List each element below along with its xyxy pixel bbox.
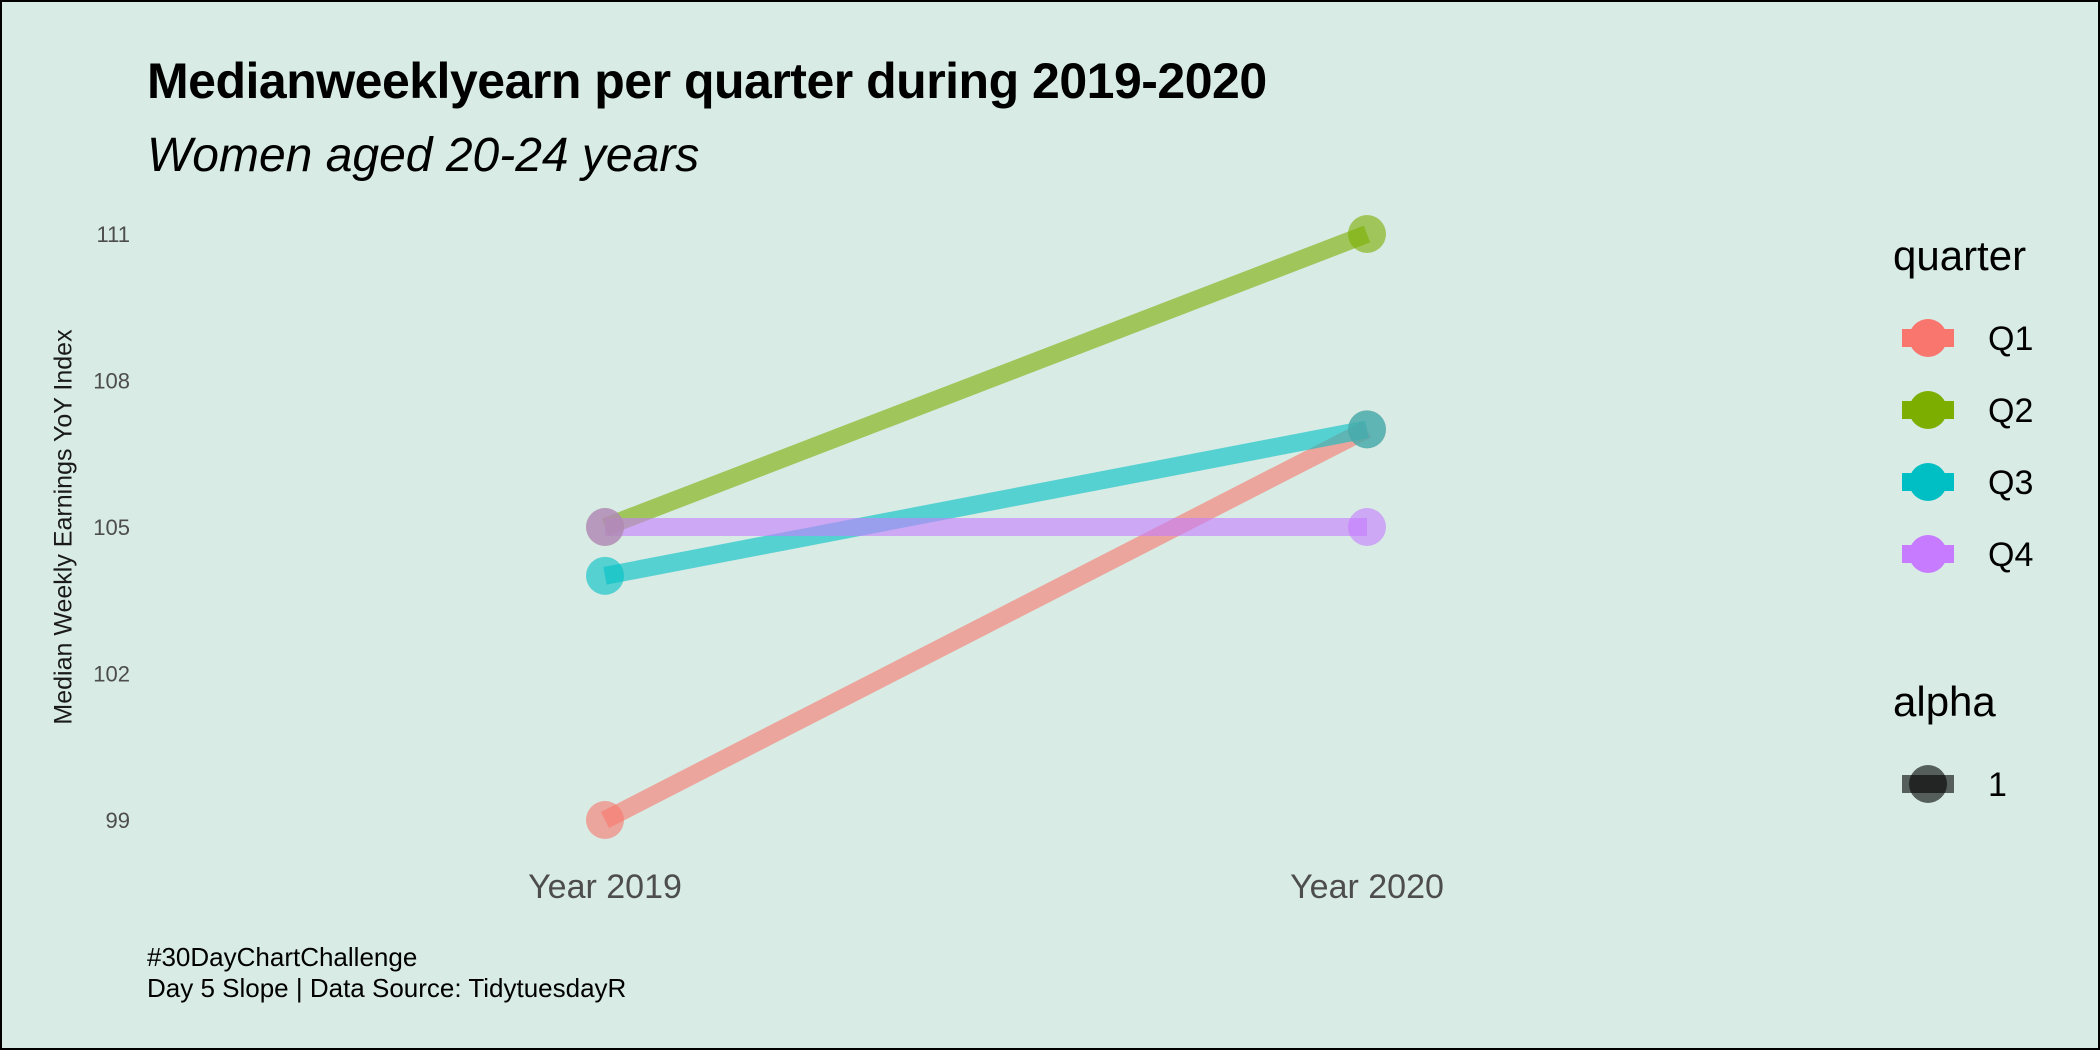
legend-label-alpha: 1 [1988, 766, 2007, 804]
legend-label-q1: Q1 [1988, 320, 2033, 358]
legend-label-q3: Q3 [1988, 464, 2033, 502]
legend-key-point-q4 [1909, 535, 1947, 573]
chart-caption: #30DayChartChallenge Day 5 Slope | Data … [147, 942, 626, 1004]
legend-label-q4: Q4 [1988, 536, 2033, 574]
series-line-q3 [603, 420, 1369, 585]
x-tick-label: Year 2019 [528, 868, 682, 906]
point-q4-1 [586, 508, 624, 546]
series-line-q2 [601, 225, 1371, 536]
point-q4-2 [1348, 508, 1386, 546]
legend-key-point-q1 [1909, 319, 1947, 357]
x-tick-label: Year 2020 [1290, 868, 1444, 906]
legend-title-alpha: alpha [1893, 678, 1996, 725]
legend-key-point-q2 [1909, 391, 1947, 429]
chart-title: Medianweeklyearn per quarter during 2019… [147, 53, 1267, 109]
y-tick-label: 102 [93, 662, 130, 687]
legend-label-q2: Q2 [1988, 392, 2033, 430]
y-tick-label: 108 [93, 369, 130, 394]
y-tick-label: 99 [106, 808, 130, 833]
caption-line-2: Day 5 Slope | Data Source: TidytuesdayR [147, 973, 627, 1003]
point-q2-2 [1348, 215, 1386, 253]
chart-subtitle: Women aged 20-24 years [147, 129, 700, 182]
point-q1-1 [586, 801, 624, 839]
caption-line-1: #30DayChartChallenge [147, 942, 418, 972]
legend-key-point-q3 [1909, 463, 1947, 501]
legend-title-quarter: quarter [1893, 232, 2027, 279]
y-tick-label: 105 [93, 515, 130, 540]
y-tick-label: 111 [97, 222, 130, 247]
series-line-q1 [600, 421, 1372, 829]
point-q3-2 [1348, 410, 1386, 449]
legend-key-point-alpha [1909, 765, 1947, 803]
point-q3-1 [586, 556, 624, 595]
